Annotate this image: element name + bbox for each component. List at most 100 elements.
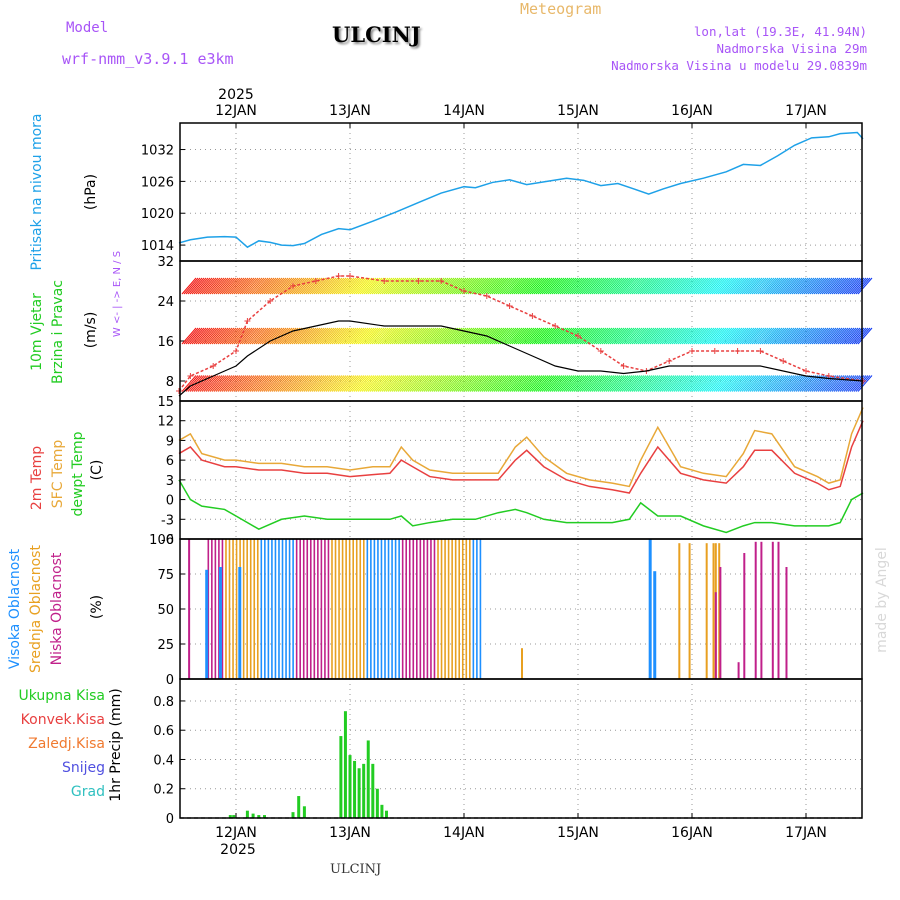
wind-barb — [701, 327, 717, 345]
wind-barb — [597, 327, 613, 345]
wind-barb — [693, 375, 709, 392]
wind-barb — [405, 327, 421, 345]
wind-barb — [441, 277, 457, 295]
wind-barb — [491, 327, 507, 345]
wind-barb — [241, 277, 257, 295]
wind-barb — [279, 375, 295, 392]
wind-barb — [745, 375, 761, 392]
wind-barb — [729, 327, 745, 345]
wind-barb — [791, 375, 807, 392]
wind-barb — [529, 327, 545, 345]
wind-barb — [697, 277, 713, 295]
wind-barb — [771, 375, 787, 392]
temp-legend-2m: 2m Temp — [29, 446, 45, 510]
wind-barb — [753, 375, 769, 392]
wind-barb — [645, 277, 661, 295]
temp-ylabel: (C) — [89, 460, 105, 481]
wind-barb — [319, 327, 335, 345]
wind-barb — [567, 375, 583, 392]
wind-barb — [423, 277, 439, 295]
wind-barb — [443, 375, 459, 392]
wind-barb — [501, 375, 517, 392]
cloud-bar — [458, 539, 461, 679]
wind-barb — [787, 327, 803, 345]
cloud-bar — [295, 539, 298, 679]
wind-barb — [717, 277, 733, 295]
wind-barb — [545, 277, 561, 295]
wind-barb — [199, 277, 215, 295]
wind-barb — [689, 327, 705, 345]
wind-barb — [517, 327, 533, 345]
wind-gust-marker — [529, 313, 536, 319]
wind-barb — [295, 327, 311, 345]
wind-barb — [407, 375, 423, 392]
wind-barb — [463, 375, 479, 392]
wind-barb — [293, 327, 309, 345]
wind-barb — [647, 327, 663, 345]
wind-barb — [659, 375, 675, 392]
wind-barb — [541, 277, 557, 295]
precip-tick-label: 0.4 — [153, 753, 174, 768]
wind-barb — [453, 277, 469, 295]
wind-barb — [505, 375, 521, 392]
wind-barb — [781, 375, 797, 392]
wind-barb — [373, 327, 389, 345]
wind-barb — [421, 375, 437, 392]
wind-barb — [651, 327, 667, 345]
cloud-bar — [306, 539, 309, 679]
wind-barb — [319, 375, 335, 392]
wind-barb — [571, 375, 587, 392]
wind-barb — [755, 277, 771, 295]
wind-barb — [327, 327, 343, 345]
cloud-bar — [479, 539, 482, 679]
wind-barb — [851, 277, 867, 295]
wind-barb — [793, 277, 809, 295]
cloud-bar — [377, 539, 379, 679]
wind-barb — [845, 375, 861, 392]
wind-barb — [241, 327, 257, 345]
cloud-bar — [391, 539, 393, 679]
wind-gust-marker — [666, 358, 673, 364]
wind-barb — [433, 375, 449, 392]
wind-barb — [521, 375, 537, 392]
pressure-tick-label: 1014 — [141, 239, 174, 254]
bottom-day-label: 16JAN — [671, 825, 713, 841]
wind-barb — [525, 277, 541, 295]
wind-barb — [385, 375, 401, 392]
wind-barb — [215, 327, 231, 345]
wind-barb — [667, 327, 683, 345]
cloud-bar — [433, 539, 436, 679]
precip-legend-item: Grad — [71, 784, 105, 800]
wind-gust-marker — [597, 348, 604, 354]
wind-barb — [607, 277, 623, 295]
wind-barb — [485, 277, 501, 295]
wind-barb — [443, 327, 459, 345]
cloud-bar — [299, 539, 301, 679]
cloud-bar — [188, 539, 191, 679]
wind-barb — [769, 375, 785, 392]
wind-barb — [783, 327, 799, 345]
wind-barb — [841, 375, 857, 392]
wind-barb — [629, 375, 645, 392]
wind-barb — [381, 375, 397, 392]
precip-bar — [339, 736, 343, 818]
cloud-bar — [320, 539, 323, 679]
wind-barb — [635, 327, 651, 345]
wind-gust-marker — [438, 278, 445, 284]
wind-barb — [413, 375, 429, 392]
wind-barb — [553, 327, 569, 345]
wind-barb — [261, 277, 277, 295]
wind-tick-label: 24 — [157, 295, 174, 310]
wind-barb — [361, 327, 377, 345]
wind-barb — [619, 327, 635, 345]
wind-barb — [713, 277, 729, 295]
wind-barb — [723, 327, 739, 345]
wind-barb — [189, 277, 205, 295]
cloud-bar — [440, 539, 443, 679]
wind-barb — [211, 327, 227, 345]
wind-barb — [857, 327, 873, 345]
wind-barb — [393, 327, 409, 345]
wind-barb — [395, 375, 411, 392]
wind-barb — [459, 375, 475, 392]
wind-barb — [417, 327, 433, 345]
